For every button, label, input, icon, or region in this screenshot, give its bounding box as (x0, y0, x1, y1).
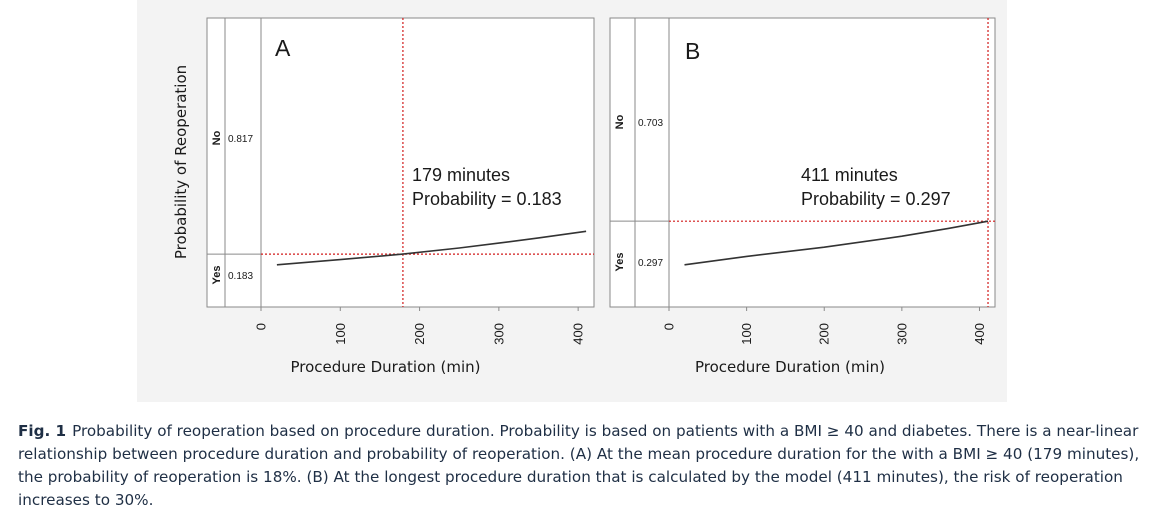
panel-a-category-yes-value: 0.183 (228, 271, 253, 282)
panel-b-annotation-duration: 411 minutes (801, 165, 898, 185)
panel-a-category-no-label: No (211, 130, 223, 145)
panel-a-x-tick-label-0: 0 (254, 323, 269, 330)
panel-a-plot-area (260, 17, 595, 308)
panel-a-y-axis-label: Probability of Reoperation (172, 65, 190, 259)
caption-text: Probability of reoperation based on proc… (18, 422, 1140, 509)
panel-b-x-tick-label-0: 0 (662, 323, 677, 330)
panel-a-letter: A (275, 35, 291, 61)
panel-a-x-axis-label: Procedure Duration (min) (290, 358, 480, 376)
panel-b-category-yes-value: 0.297 (638, 258, 663, 269)
caption-label: Fig. 1 (18, 422, 67, 440)
figure-panel: No 0.817 Yes 0.183 A 179 minutes Probability =… (137, 0, 1007, 402)
panel-a-x-tick-label-200: 200 (412, 323, 427, 345)
panel-b-category-yes-label: Yes (614, 253, 626, 272)
panel-a-x-tick-label-300: 300 (491, 323, 506, 345)
panel-a-category-yes-label: Yes (211, 266, 223, 285)
panel-a-x-tick-label-400: 400 (571, 323, 586, 345)
panel-b-x-axis-label: Procedure Duration (min) (695, 358, 885, 376)
panel-a-annotation-duration: 179 minutes (412, 165, 510, 185)
panel-b-letter: B (685, 38, 700, 64)
figure-svg: No 0.817 Yes 0.183 A 179 minutes Probability =… (172, 17, 996, 376)
panel-b-x-tick-label-300: 300 (894, 323, 909, 345)
panel-b-category-no-value: 0.703 (638, 118, 663, 129)
panel-a-category-no-value: 0.817 (228, 134, 253, 145)
panel-b-x-tick-label-400: 400 (972, 323, 987, 345)
panel-b-probability-curve (684, 220, 989, 266)
panel-b-x-tick-label-100: 100 (739, 323, 754, 345)
panel-b-plot-area (668, 17, 996, 308)
figure-caption: Fig. 1 Probability of reoperation based o… (18, 420, 1158, 512)
panel-a-category-strip (206, 17, 262, 308)
panel-a-x-tick-label-100: 100 (333, 323, 348, 345)
panel-b-annotation-probability: Probability = 0.297 (801, 189, 951, 209)
panel-b-category-no-label: No (614, 114, 626, 129)
panel-a-annotation-probability: Probability = 0.183 (412, 189, 562, 209)
panel-b-category-strip (609, 17, 670, 308)
panel-b-x-tick-label-200: 200 (817, 323, 832, 345)
panel-a-probability-curve (276, 230, 587, 266)
